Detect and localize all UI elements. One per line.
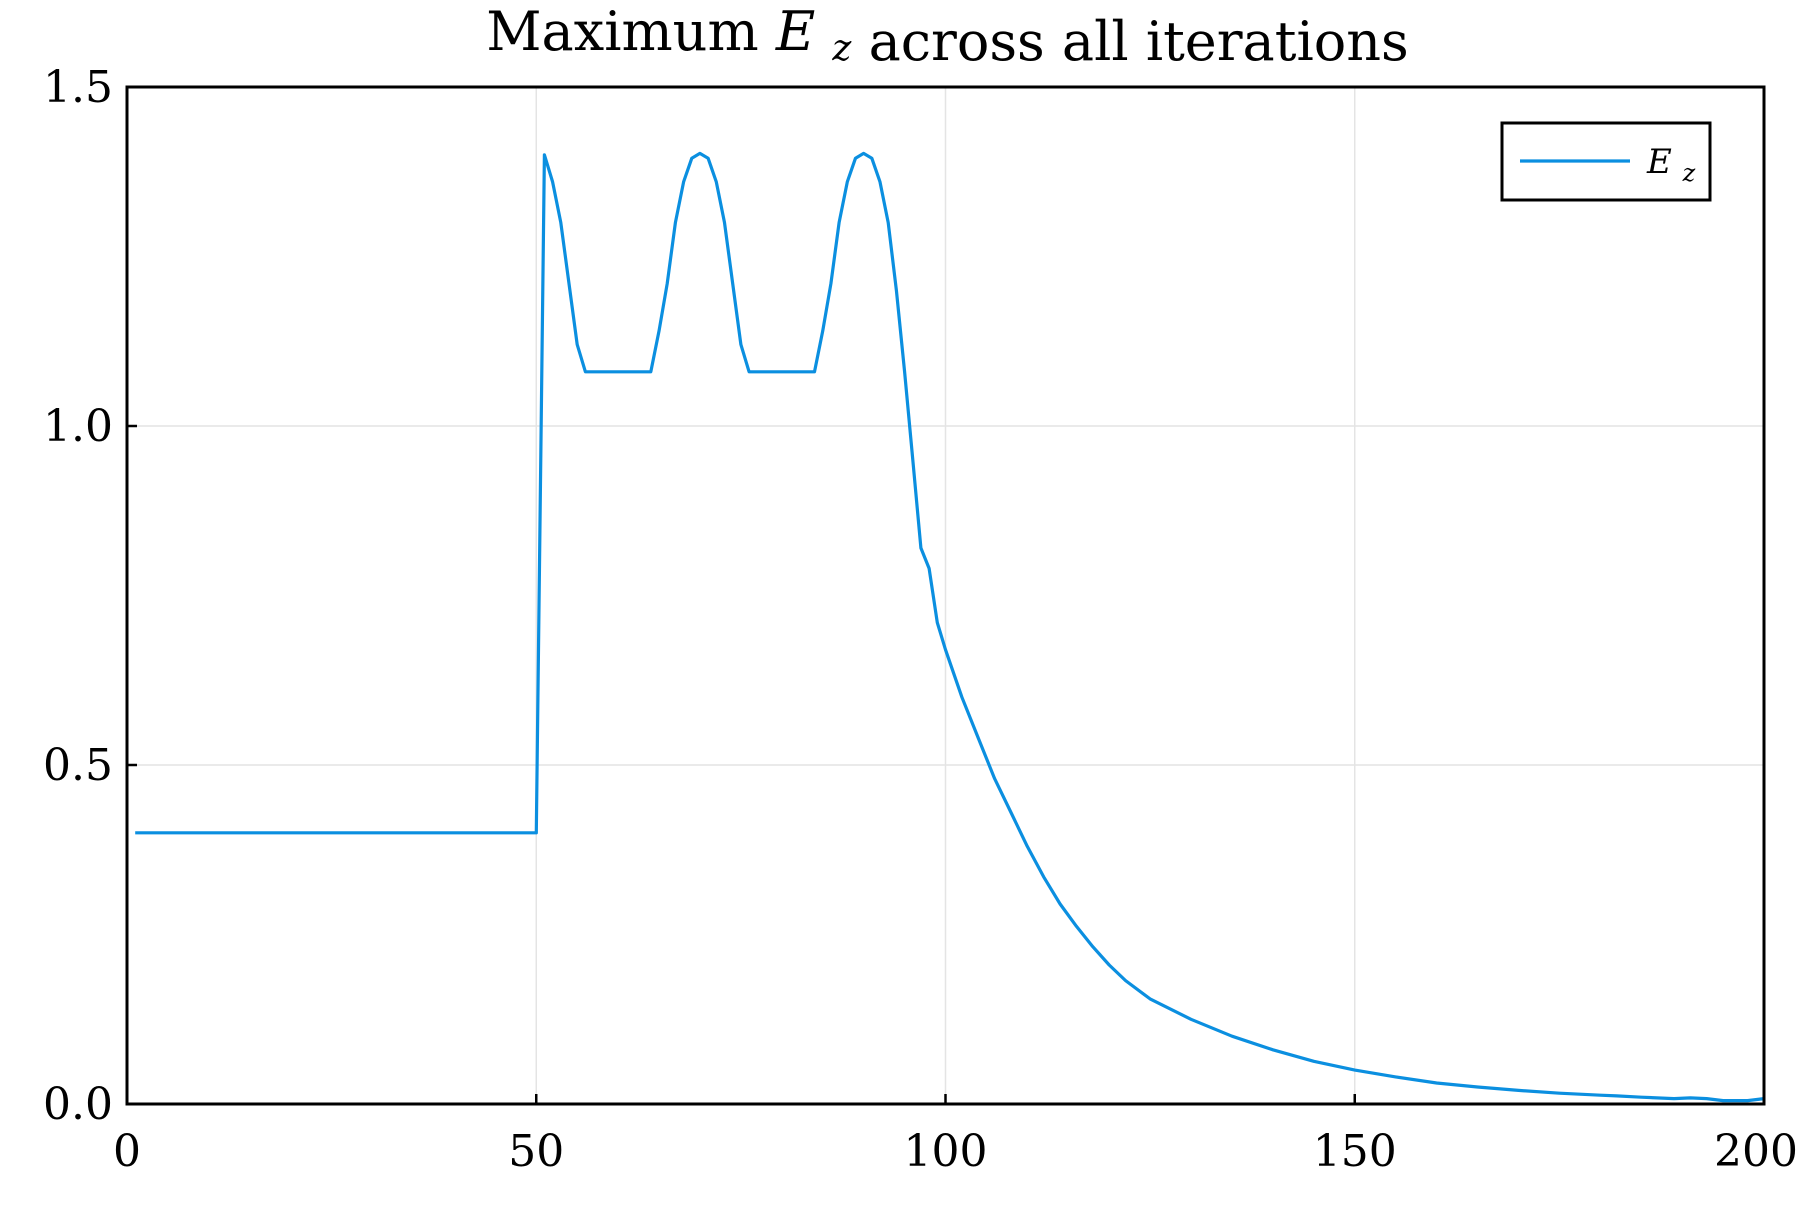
y-tick-label-0.0: 0.0	[43, 1079, 113, 1130]
title-symbol: E	[775, 0, 815, 63]
x-tick-label-50: 50	[508, 1126, 564, 1177]
y-tick-label-0.5: 0.5	[43, 740, 113, 791]
series-layer	[135, 151, 1765, 1103]
legend-subscript: z	[1682, 159, 1696, 187]
legend: E z	[1500, 121, 1712, 202]
legend-symbol: E	[1646, 142, 1672, 182]
chart-title: Maximum E z across all iterations	[486, 0, 1408, 73]
x-tick-label-0: 0	[113, 1126, 141, 1177]
legend-label-e-z: E z	[1646, 142, 1696, 187]
title-suffix: across all iterations	[869, 10, 1409, 73]
tick-layer: 0 50 100 150 200 0.0 0.5 1.0 1.5	[43, 62, 1798, 1177]
y-tick-label-1.0: 1.0	[43, 401, 113, 452]
title-prefix: Maximum	[486, 0, 758, 63]
x-tick-label-100: 100	[904, 1126, 988, 1177]
x-tick-label-200: 200	[1714, 1126, 1798, 1177]
series-line-1	[135, 151, 1765, 1103]
y-tick-label-1.5: 1.5	[43, 62, 113, 113]
x-tick-label-150: 150	[1313, 1126, 1397, 1177]
title-subscript: z	[831, 28, 852, 69]
grid-layer	[126, 86, 1765, 1105]
